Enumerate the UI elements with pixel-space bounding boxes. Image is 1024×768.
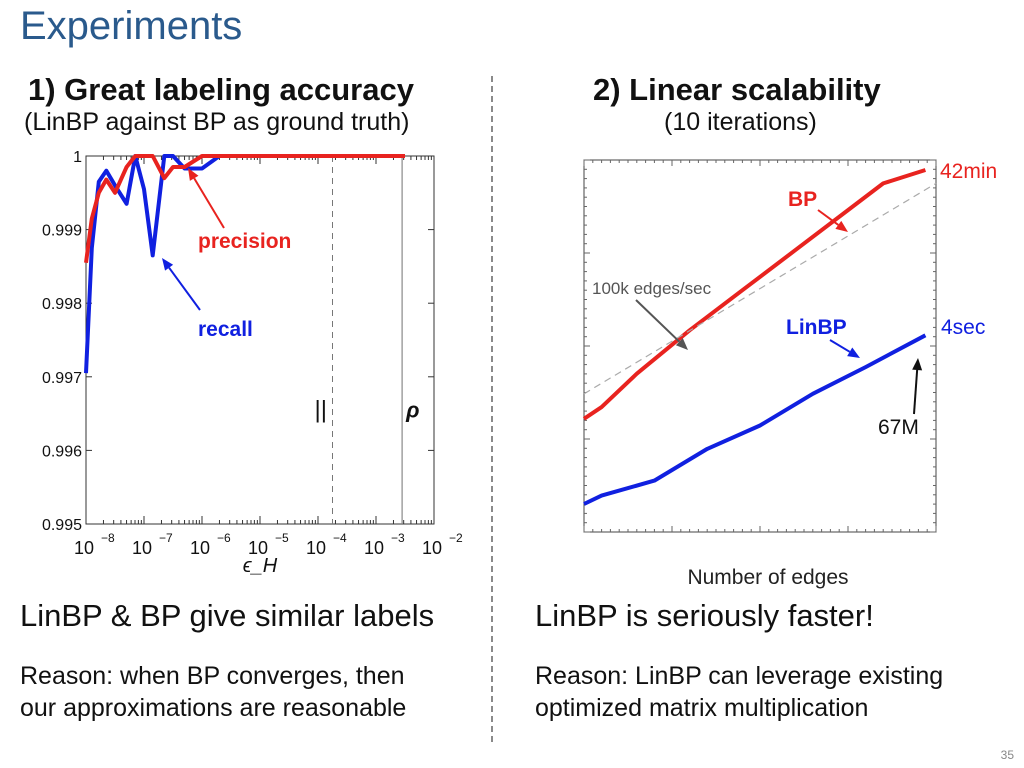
series-line-bp	[582, 168, 927, 421]
x-axis-label: Number of edges	[687, 566, 848, 589]
recall-annotation: recall	[198, 318, 253, 341]
right-statement: LinBP is seriously faster!	[535, 598, 874, 633]
right-heading: 2) Linear scalability	[593, 72, 881, 107]
column-divider	[491, 76, 493, 742]
norm-symbol-label: ||	[315, 396, 327, 423]
bp-arrow-head	[835, 220, 848, 232]
precision-arrow-shaft	[193, 177, 225, 229]
accuracy-chart: 1 0.999 0.998 0.997 0.996 0.995 10 −8 10 −7 10 −6 10…	[42, 149, 463, 577]
x-tick-label: 10	[306, 538, 326, 558]
x-tick-exponent: −6	[217, 531, 231, 545]
rho-symbol-label: ρ	[405, 397, 419, 422]
left-reason-line-1: Reason: when BP converges, then	[20, 662, 405, 690]
bp-arrow-shaft	[817, 209, 839, 226]
accuracy-chart-ticks: 1 0.999 0.998 0.997 0.996 0.995 10 −8 10 −7 10 −6 10…	[42, 149, 463, 558]
recall-arrow-head	[162, 258, 174, 271]
linbp-arrow-shaft	[829, 339, 851, 353]
edge-count-arrow-shaft	[913, 369, 919, 415]
series-line-precision	[84, 154, 405, 263]
series-line-100k-edges-sec	[583, 182, 937, 395]
series-line-linbp	[583, 333, 927, 506]
linbp-annotation: LinBP	[786, 316, 847, 339]
x-tick-label: 10	[422, 538, 442, 558]
left-statement: LinBP & BP give similar labels	[20, 598, 435, 633]
x-axis-label: ϵ_H	[243, 555, 278, 577]
x-tick-exponent: −5	[275, 531, 289, 545]
left-heading: 1) Great labeling accuracy	[28, 72, 414, 107]
x-tick-label: 10	[132, 538, 152, 558]
y-tick-label: 0.998	[42, 296, 82, 313]
page-title: Experiments	[20, 4, 243, 48]
x-tick-exponent: −8	[101, 531, 115, 545]
x-tick-exponent: −4	[333, 531, 347, 545]
left-reason: Reason: when BP converges, then our appr…	[20, 660, 406, 724]
x-tick-exponent: −2	[449, 531, 463, 545]
recall-arrow-shaft	[168, 267, 201, 311]
x-tick-label: 10	[74, 538, 94, 558]
y-tick-label: 1	[73, 149, 82, 166]
edge-count-annotation: 67M	[878, 416, 919, 439]
linbp-runtime-annotation: 4sec	[941, 316, 985, 339]
precision-arrow-head	[188, 168, 199, 181]
rate-annotation: 100k edges/sec	[592, 279, 712, 298]
bp-runtime-annotation: 42min	[940, 160, 997, 183]
rate-arrow-shaft	[635, 299, 681, 343]
scalability-chart-ticks	[583, 159, 937, 533]
right-reason: Reason: LinBP can leverage existing opti…	[535, 660, 943, 724]
edge-count-arrow-head	[912, 358, 923, 371]
scalability-chart: 42min BP 100k edges/sec LinBP 4sec 67M N…	[582, 159, 997, 589]
x-tick-label: 10	[364, 538, 384, 558]
y-tick-label: 0.999	[42, 223, 82, 240]
right-subheading: (10 iterations)	[664, 108, 817, 136]
y-tick-label: 0.996	[42, 443, 82, 460]
accuracy-chart-frame	[85, 155, 435, 525]
y-tick-label: 0.997	[42, 370, 82, 387]
left-reason-line-2: our approximations are reasonable	[20, 694, 407, 722]
page-number: 35	[1000, 748, 1014, 762]
bp-annotation: BP	[788, 188, 817, 211]
right-reason-line-1: Reason: LinBP can leverage existing	[535, 662, 944, 690]
x-tick-exponent: −3	[391, 531, 405, 545]
left-subheading: (LinBP against BP as ground truth)	[24, 108, 410, 136]
x-tick-label: 10	[248, 538, 268, 558]
right-reason-line-2: optimized matrix multiplication	[535, 694, 869, 722]
y-tick-label: 0.995	[42, 517, 82, 534]
scalability-chart-frame	[583, 159, 937, 533]
precision-annotation: precision	[198, 230, 291, 253]
x-tick-exponent: −7	[159, 531, 173, 545]
linbp-arrow-head	[847, 347, 860, 358]
x-tick-label: 10	[190, 538, 210, 558]
rate-arrow-head	[675, 338, 688, 350]
